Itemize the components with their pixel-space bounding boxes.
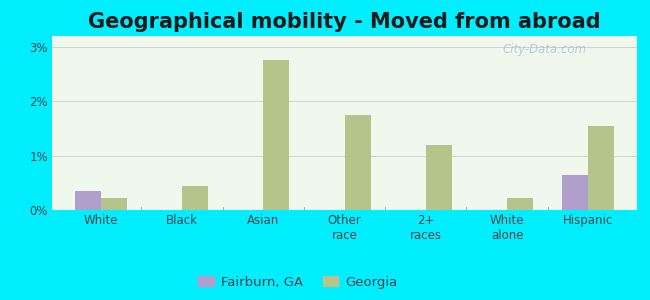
Bar xyxy=(344,115,370,210)
Title: Geographical mobility - Moved from abroad: Geographical mobility - Moved from abroa… xyxy=(88,12,601,32)
Text: City-Data.com: City-Data.com xyxy=(502,43,586,56)
Bar xyxy=(101,198,127,210)
Bar xyxy=(263,61,289,210)
Bar xyxy=(75,191,101,210)
Bar xyxy=(588,126,614,210)
Legend: Fairburn, GA, Georgia: Fairburn, GA, Georgia xyxy=(193,270,402,294)
Bar xyxy=(507,198,533,210)
Bar xyxy=(426,145,452,210)
Bar xyxy=(182,185,208,210)
Bar xyxy=(562,175,588,210)
